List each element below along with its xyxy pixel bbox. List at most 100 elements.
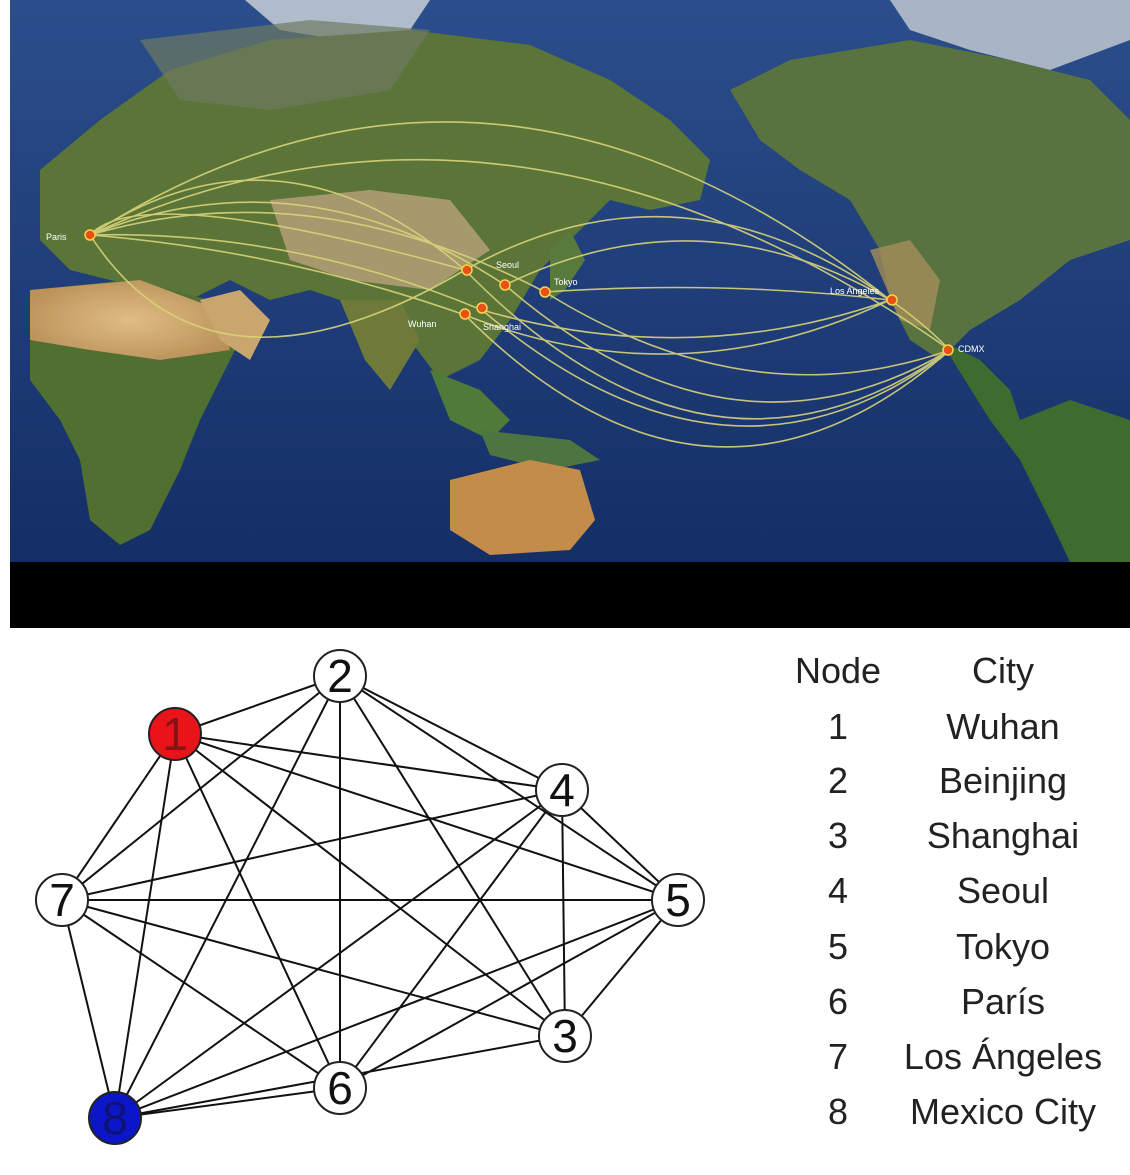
legend-city-name: Mexico City [909, 1091, 1097, 1132]
graph-edge-3-7 [61, 899, 566, 1037]
separator-band [10, 562, 1130, 628]
legend-node-number: 8 [827, 1091, 849, 1132]
north-america [730, 40, 1130, 360]
graph-node-2: 2 [313, 649, 367, 703]
legend-node-number: 1 [827, 706, 849, 747]
legend-node-number: 7 [827, 1036, 849, 1077]
route-arc [504, 284, 951, 403]
route-arc [464, 215, 891, 301]
legend-header-city: City [972, 650, 1034, 691]
legend-row: 1 Wuhan [775, 706, 1130, 762]
legend-city-name: Shanghai [926, 815, 1080, 856]
graph-node-circle [535, 763, 589, 817]
graph-edge-4-6 [339, 789, 563, 1089]
legend-row: 5 Tokyo [775, 926, 1130, 982]
south-america [940, 340, 1130, 562]
legend-row: 4 Seoul [775, 870, 1130, 926]
route-arc [89, 234, 466, 316]
legend-row: 6 París [775, 981, 1130, 1037]
greenland-ice [890, 0, 1130, 70]
graph-edge-1-2 [174, 675, 341, 735]
graph-edge-2-5 [339, 675, 679, 901]
legend-row: 2 Beinjing [775, 760, 1130, 816]
city-marker-beijing [461, 264, 473, 276]
legend-city-name: París [960, 981, 1046, 1022]
flight-routes [89, 121, 951, 448]
legend-row: 7 Los Ángeles [775, 1036, 1130, 1092]
graph-node-label: 2 [327, 650, 353, 702]
route-arc [89, 234, 466, 338]
route-arc [481, 299, 891, 339]
graph-edge-5-8 [114, 899, 679, 1119]
legend-header: Node City [775, 650, 1130, 706]
route-arc [89, 213, 466, 271]
graph-node-label: 6 [327, 1062, 353, 1114]
city-label-cdmx: CDMX [958, 344, 985, 354]
legend-node-number: 4 [827, 870, 849, 911]
graph-edge-4-7 [61, 789, 563, 901]
legend-header-node: Node [794, 650, 882, 691]
graph-nodes: 1 2 3 4 5 6 7 8 [35, 649, 705, 1145]
indonesia [480, 430, 600, 470]
graph-node-7: 7 [35, 873, 89, 927]
legend-city-name: Tokyo [955, 926, 1051, 967]
graph-edge-2-8 [114, 675, 341, 1119]
city-labels: Paris Seoul Tokyo Wuhan Shanghai Los Ang… [46, 232, 985, 354]
graph-node-label: 3 [552, 1010, 578, 1062]
city-label-seoul: Seoul [496, 260, 519, 270]
route-arc [544, 286, 891, 301]
graph-edge-2-3 [339, 675, 566, 1037]
graph-edge-6-8 [114, 1087, 341, 1119]
city-label-wuhan: Wuhan [408, 319, 436, 329]
graph-node-1: 1 [148, 707, 202, 761]
legend-city-name: Beinjing [938, 760, 1068, 801]
sahara [30, 280, 230, 360]
network-graph: 1 2 3 4 5 6 7 8 [35, 649, 705, 1145]
graph-edge-4-8 [114, 789, 563, 1119]
world-map: Paris Seoul Tokyo Wuhan Shanghai Los Ang… [10, 0, 1130, 562]
route-arc [89, 121, 891, 301]
graph-node-circle [148, 707, 202, 761]
graph-node-circle [313, 649, 367, 703]
legend-row: 3 Shanghai [775, 815, 1130, 871]
australia [450, 460, 595, 555]
graph-edge-1-5 [174, 733, 679, 901]
siberia [140, 20, 430, 110]
graph-edge-2-4 [339, 675, 563, 791]
route-arc [464, 299, 891, 355]
legend-node-number: 2 [827, 760, 849, 801]
city-marker-paris [84, 229, 96, 241]
graph-node-label: 8 [102, 1092, 128, 1144]
city-label-paris: Paris [46, 232, 67, 242]
city-label-shanghai: Shanghai [483, 322, 521, 332]
western-usa [870, 240, 940, 330]
graph-edge-1-6 [174, 733, 341, 1089]
arabia [200, 290, 270, 360]
graph-node-circle [313, 1061, 367, 1115]
route-arc [89, 158, 951, 351]
graph-node-8: 8 [88, 1091, 142, 1145]
legend-city-name: Seoul [956, 870, 1050, 911]
graph-edge-1-8 [114, 733, 176, 1119]
legend-node-number: 5 [827, 926, 849, 967]
graph-edge-4-3 [561, 789, 566, 1037]
central-asia-desert [270, 190, 490, 290]
graph-node-label: 7 [49, 874, 75, 926]
city-marker-mexico-city [942, 344, 954, 356]
graph-edge-1-7 [61, 733, 176, 901]
graph-node-label: 5 [665, 874, 691, 926]
india [340, 300, 420, 390]
route-arc [481, 309, 951, 427]
japan [550, 230, 585, 300]
legend-city-name: Los Ángeles [903, 1036, 1103, 1077]
city-marker-shanghai [476, 302, 488, 314]
route-arc [544, 291, 951, 376]
city-marker-seoul [499, 279, 511, 291]
graph-node-circle [88, 1091, 142, 1145]
graph-node-4: 4 [535, 763, 589, 817]
city-markers [84, 229, 954, 356]
graph-node-circle [35, 873, 89, 927]
graph-node-5: 5 [651, 873, 705, 927]
southeast-asia [430, 370, 510, 440]
